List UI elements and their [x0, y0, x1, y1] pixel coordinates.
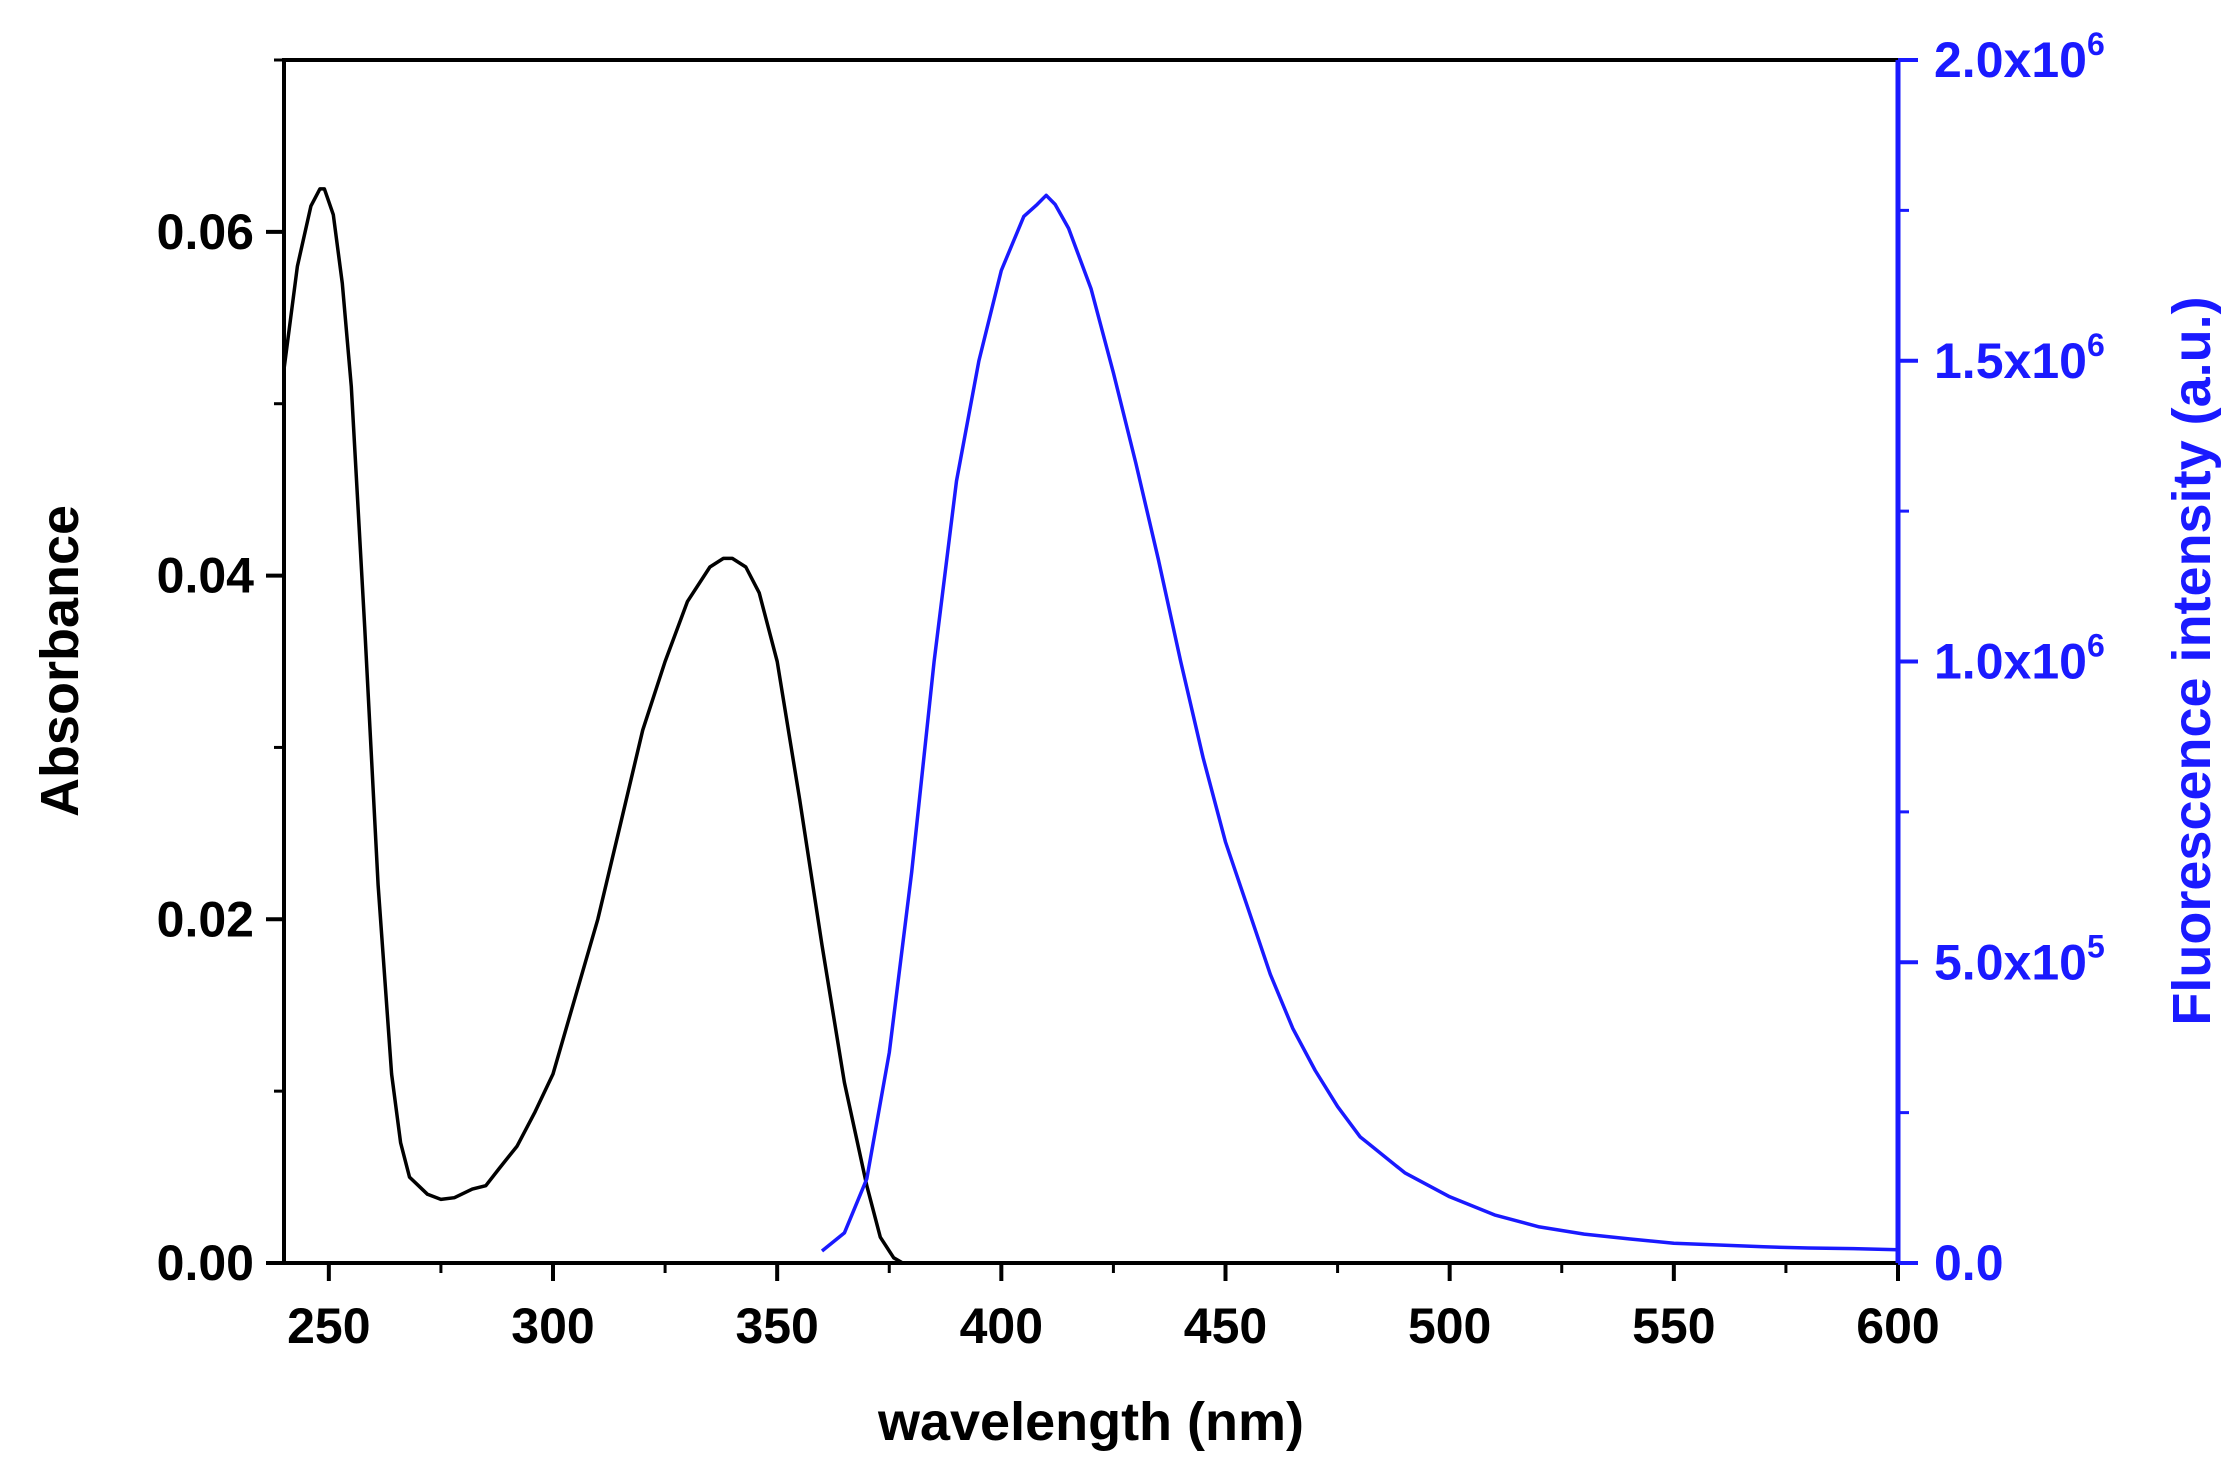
right-axis-title: Fluorescence intensity (a.u.)	[2162, 296, 2222, 1025]
x-tick-label: 350	[735, 1298, 818, 1354]
y-right-tick-exponent: 6	[2087, 327, 2105, 363]
plot-frame	[282, 58, 1900, 1265]
y-right-tick-mantissa: 1.0x10	[1934, 634, 2087, 690]
y-right-tick-exponent: 6	[2087, 26, 2105, 62]
x-tick-label: 250	[287, 1298, 370, 1354]
y-right-tick-mantissa: 1.5x10	[1934, 333, 2087, 389]
y-right-tick-label: 1.5x106	[1934, 327, 2105, 389]
series-layer	[282, 187, 1899, 1265]
x-tick-label: 300	[511, 1298, 594, 1354]
y-right-tick-label: 5.0x105	[1934, 928, 2105, 990]
y-left-tick-label: 0.00	[157, 1235, 254, 1291]
y-right-tick-exponent: 5	[2087, 928, 2105, 964]
y-right-tick-exponent: 6	[2087, 628, 2105, 664]
x-tick-label: 550	[1632, 1298, 1715, 1354]
y-right-tick-label: 2.0x106	[1934, 26, 2105, 88]
x-tick-label: 600	[1856, 1298, 1939, 1354]
left-axis-title: Absorbance	[30, 505, 90, 817]
y-right-tick-label: 0.0	[1934, 1235, 2004, 1291]
y-right-tick-label: 1.0x106	[1934, 628, 2105, 690]
ticks-layer: 250 300 350 400 450 500 550 6000.000.020.040.06…	[157, 26, 2105, 1354]
x-axis-title: wavelength (nm)	[877, 1392, 1304, 1452]
x-tick-label: 400	[960, 1298, 1043, 1354]
x-tick-label: 450	[1184, 1298, 1267, 1354]
y-left-tick-label: 0.06	[157, 204, 254, 260]
y-left-tick-label: 0.02	[157, 891, 254, 947]
absorbance-series-line	[282, 187, 912, 1265]
y-left-tick-label: 0.04	[157, 548, 255, 604]
y-right-tick-mantissa: 2.0x10	[1934, 32, 2087, 88]
y-right-tick-mantissa: 5.0x10	[1934, 934, 2087, 990]
fluorescence-series-line	[820, 193, 1899, 1253]
x-tick-label: 500	[1408, 1298, 1491, 1354]
y-right-tick-mantissa: 0.0	[1934, 1235, 2004, 1291]
